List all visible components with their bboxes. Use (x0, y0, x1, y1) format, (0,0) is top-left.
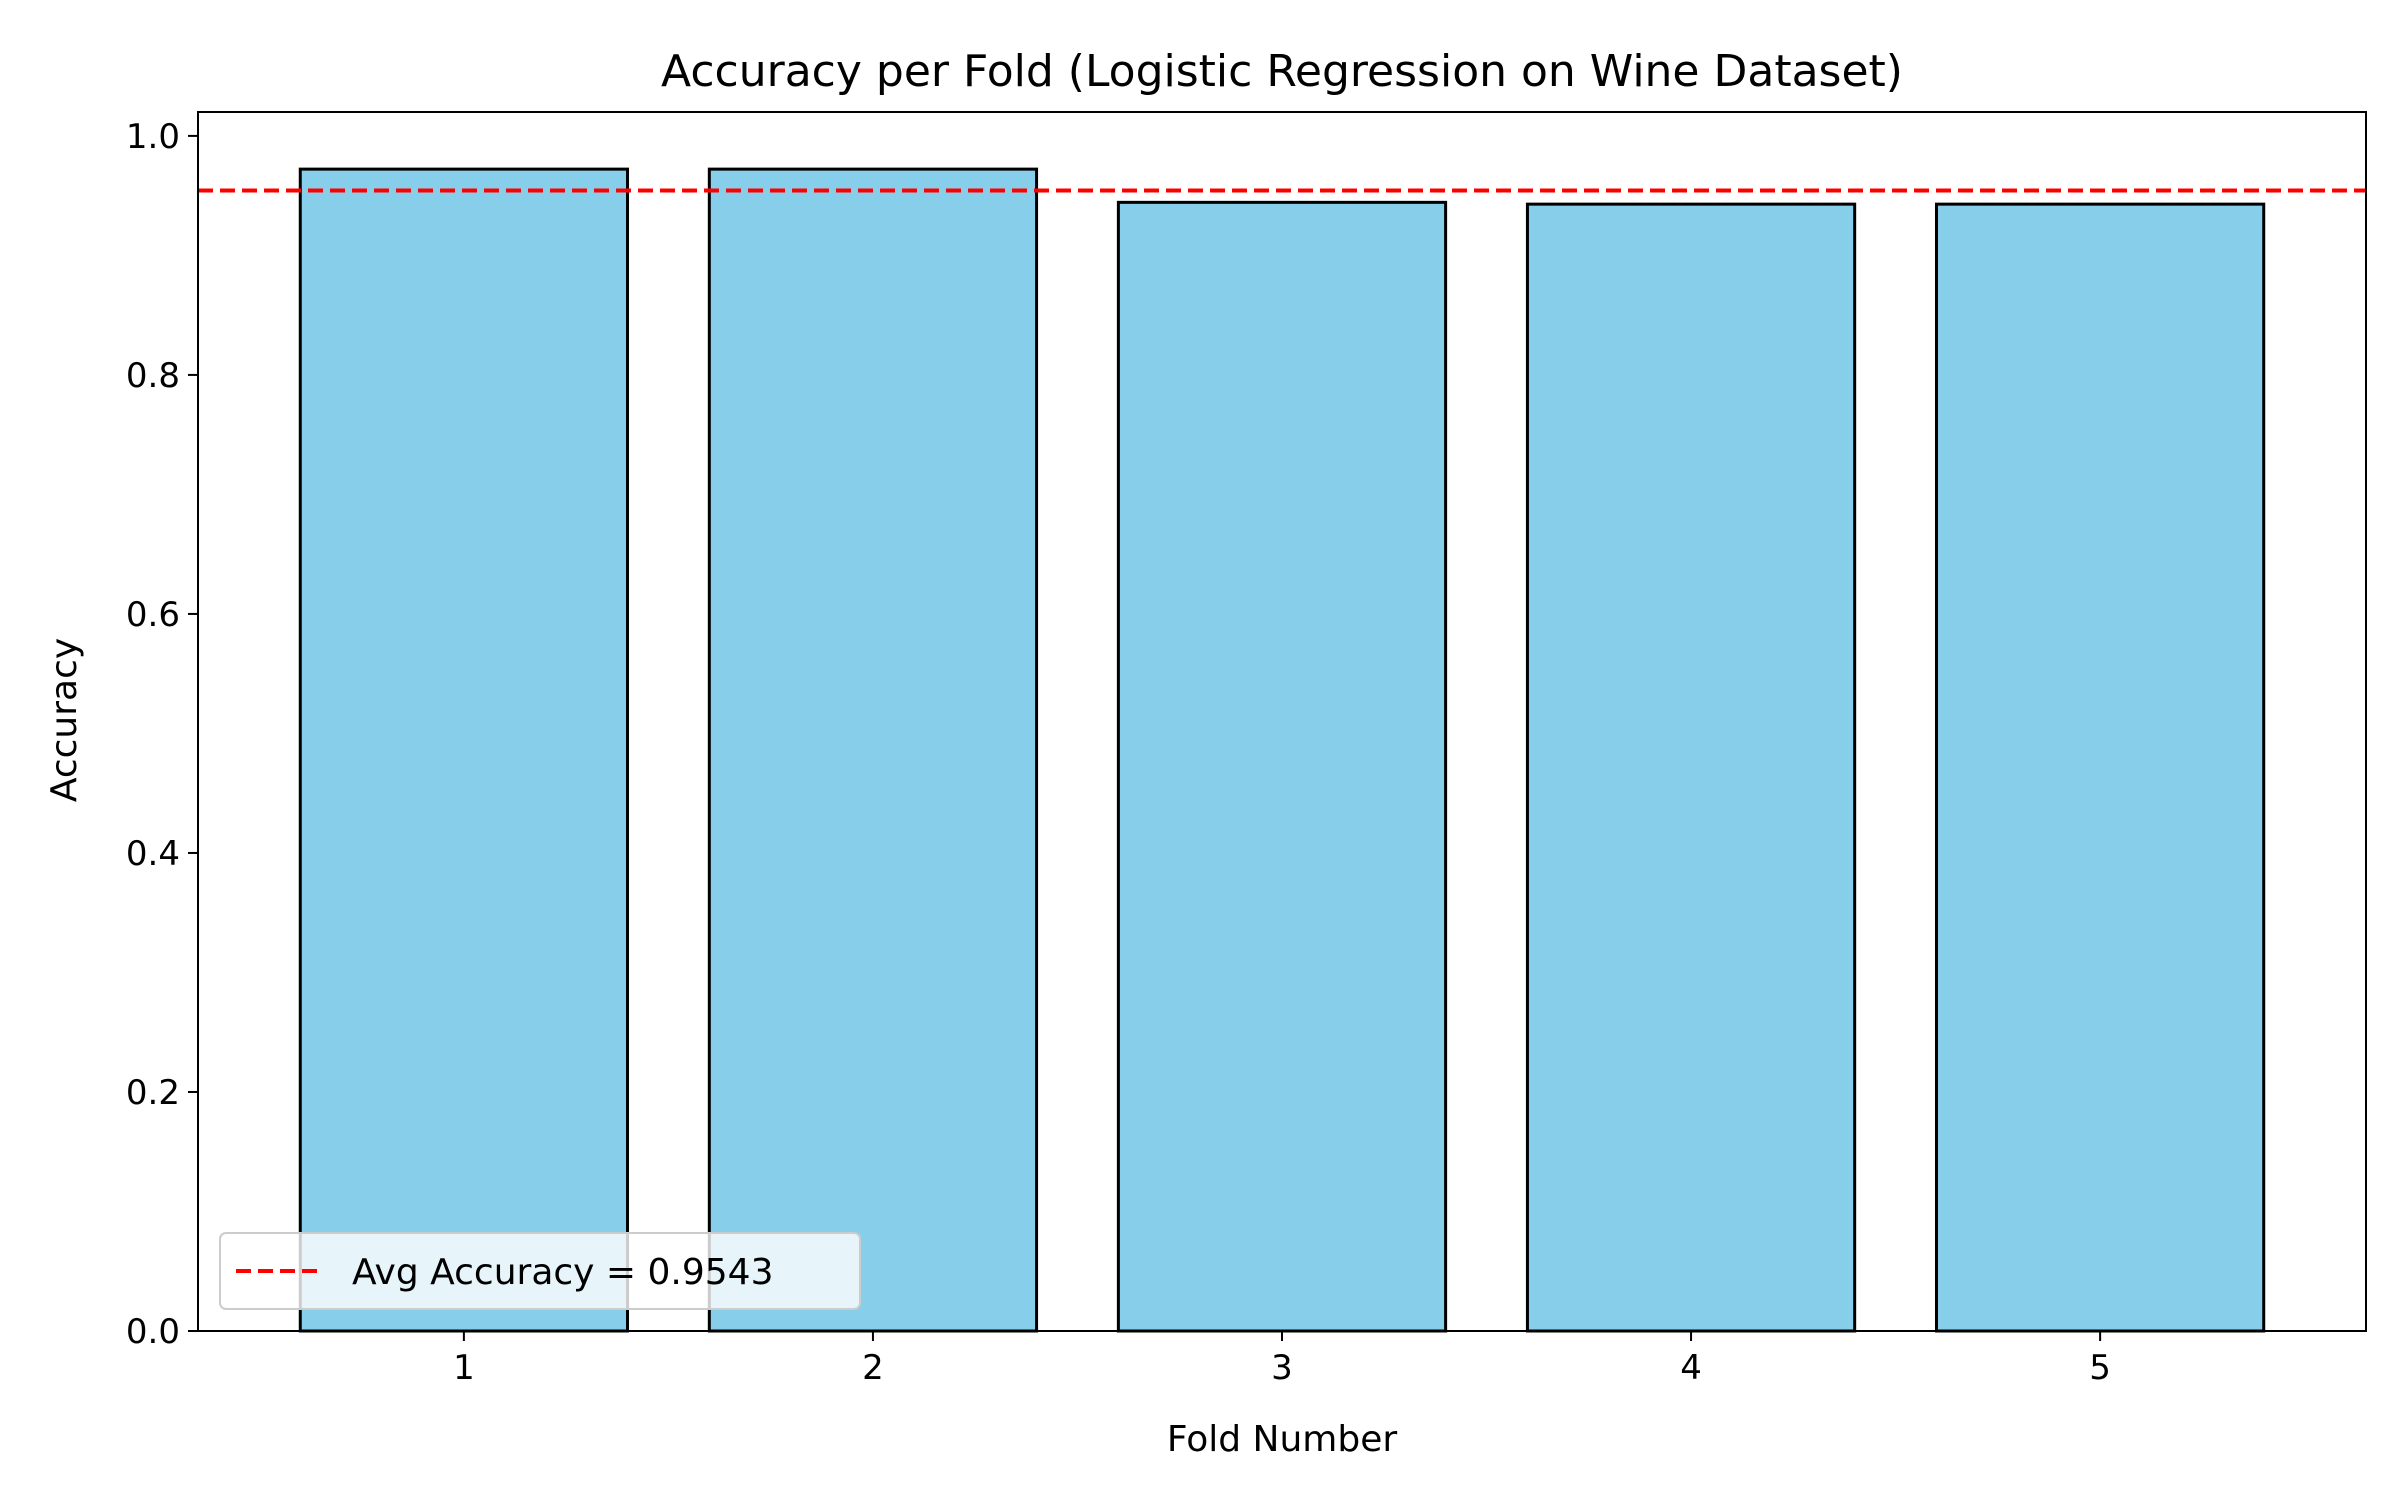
y-tick-label: 1.0 (126, 117, 180, 157)
y-tick-label: 0.6 (126, 595, 180, 635)
bar-fold-5 (1934, 202, 2266, 1333)
bar-fold-2 (707, 167, 1039, 1333)
y-tick-label: 0.8 (126, 356, 180, 396)
legend: Avg Accuracy = 0.9543 (219, 1232, 861, 1310)
ticks-layer: 1 2 3 4 5 0.0 0.2 0.4 0.6 0.8 1.0 (126, 117, 2111, 1388)
legend-box (219, 1232, 861, 1310)
chart-title: Accuracy per Fold (Logistic Regression o… (661, 46, 1903, 97)
x-axis-label: Fold Number (1167, 1419, 1398, 1460)
x-tick-label: 1 (453, 1348, 475, 1388)
bar-fold-3 (1116, 200, 1448, 1333)
x-tick-label: 2 (862, 1348, 884, 1388)
x-tick-label: 5 (2089, 1348, 2111, 1388)
bar-fold-1 (298, 167, 630, 1333)
legend-label-avg-accuracy: Avg Accuracy = 0.9543 (352, 1252, 774, 1293)
y-tick-label: 0.2 (126, 1073, 180, 1113)
x-tick-label: 3 (1271, 1348, 1293, 1388)
bars-layer (298, 167, 2266, 1333)
y-axis-label: Accuracy (44, 638, 85, 802)
y-tick-label: 0.0 (126, 1312, 180, 1352)
y-tick-label: 0.4 (126, 834, 180, 874)
bar-fold-4 (1525, 202, 1857, 1333)
x-tick-label: 4 (1680, 1348, 1702, 1388)
